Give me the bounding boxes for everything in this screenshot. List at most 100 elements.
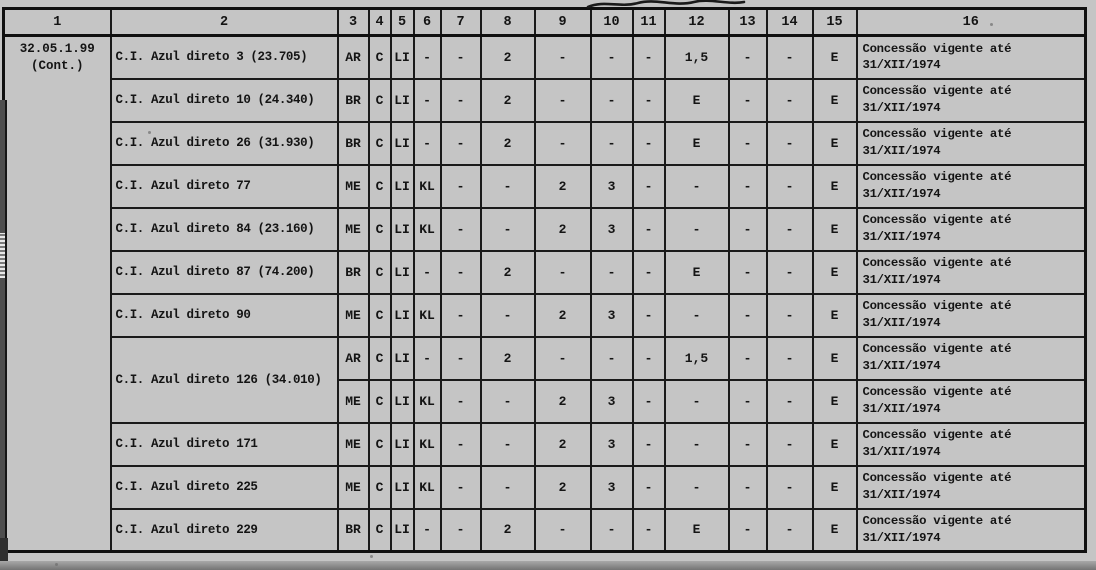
- value-cell: -: [439, 378, 482, 424]
- scan-noise: [148, 131, 151, 134]
- value-cell: -: [439, 163, 482, 209]
- value-cell: 2: [533, 421, 592, 467]
- value-cell: KL: [412, 206, 442, 252]
- scan-squiggle-mark: [586, 0, 746, 9]
- value-cell: KL: [412, 378, 442, 424]
- value-cell: KL: [412, 421, 442, 467]
- value-cell: -: [439, 421, 482, 467]
- value-cell: -: [765, 163, 814, 209]
- value-cell: LI: [389, 421, 415, 467]
- value-cell: LI: [389, 249, 415, 295]
- note-cell: Concessão vigente até 31/XII/1974: [855, 34, 1087, 80]
- value-cell: -: [439, 120, 482, 166]
- scan-corner-artifact: [0, 538, 8, 570]
- value-cell: -: [412, 120, 442, 166]
- note-line: Concessão vigente até: [862, 299, 1012, 314]
- dye-name-cell: C.I. Azul direto 87 (74.200): [109, 249, 339, 295]
- column-header-1: 1: [2, 7, 112, 37]
- value-cell: BR: [336, 507, 370, 553]
- value-cell: E: [811, 206, 858, 252]
- column-header-14: 14: [765, 7, 814, 37]
- note-line: 31/XII/1974: [862, 359, 941, 373]
- value-cell: C: [367, 464, 392, 510]
- column-header-4: 4: [367, 7, 392, 37]
- value-cell: -: [631, 335, 666, 381]
- value-cell: ME: [336, 163, 370, 209]
- value-cell: -: [631, 507, 666, 553]
- value-cell: -: [533, 335, 592, 381]
- value-cell: -: [479, 163, 536, 209]
- value-cell: E: [663, 249, 730, 295]
- value-cell: 2: [479, 335, 536, 381]
- column-header-9: 9: [533, 7, 592, 37]
- scan-hatch-artifact: [0, 233, 5, 278]
- value-cell: -: [589, 34, 634, 80]
- value-cell: E: [811, 163, 858, 209]
- column-header-6: 6: [412, 7, 442, 37]
- value-cell: -: [439, 507, 482, 553]
- value-cell: E: [663, 77, 730, 123]
- note-cell: Concessão vigente até 31/XII/1974: [855, 378, 1087, 424]
- value-cell: -: [479, 206, 536, 252]
- value-cell: LI: [389, 206, 415, 252]
- note-cell: Concessão vigente até 31/XII/1974: [855, 335, 1087, 381]
- value-cell: -: [727, 34, 768, 80]
- dye-name-cell: C.I. Azul direto 126 (34.010): [109, 335, 339, 424]
- value-cell: -: [533, 34, 592, 80]
- value-cell: C: [367, 163, 392, 209]
- value-cell: 2: [533, 464, 592, 510]
- value-cell: -: [663, 206, 730, 252]
- table-row: C.I. Azul direto 10 (24.340) BR C LI - -2- - - E…: [4, 77, 1087, 123]
- value-cell: 3: [589, 163, 634, 209]
- value-cell: -: [631, 120, 666, 166]
- table-row: ME C LI KL - -2 3- - - - E Concessão vigente até 31/…: [4, 378, 1087, 424]
- note-cell: Concessão vigente até 31/XII/1974: [855, 163, 1087, 209]
- value-cell: 2: [533, 292, 592, 338]
- value-cell: -: [631, 34, 666, 80]
- note-line: 31/XII/1974: [862, 101, 941, 115]
- value-cell: AR: [336, 335, 370, 381]
- note-line: 31/XII/1974: [862, 488, 941, 502]
- note-line: Concessão vigente até: [862, 213, 1012, 228]
- value-cell: KL: [412, 464, 442, 510]
- dye-name-cell: C.I. Azul direto 229: [109, 507, 339, 553]
- value-cell: ME: [336, 206, 370, 252]
- value-cell: 2: [479, 34, 536, 80]
- value-cell: E: [663, 120, 730, 166]
- value-cell: E: [811, 120, 858, 166]
- value-cell: 2: [533, 163, 592, 209]
- scan-noise: [370, 555, 373, 558]
- value-cell: -: [631, 249, 666, 295]
- value-cell: -: [765, 464, 814, 510]
- value-cell: ME: [336, 421, 370, 467]
- value-cell: C: [367, 77, 392, 123]
- value-cell: E: [811, 249, 858, 295]
- column-header-7: 7: [439, 7, 482, 37]
- value-cell: -: [412, 34, 442, 80]
- column-header-3: 3: [336, 7, 370, 37]
- value-cell: E: [663, 507, 730, 553]
- value-cell: 3: [589, 378, 634, 424]
- value-cell: -: [533, 507, 592, 553]
- value-cell: -: [533, 120, 592, 166]
- note-line: Concessão vigente até: [862, 41, 1012, 56]
- value-cell: 2: [479, 120, 536, 166]
- note-line: Concessão vigente até: [862, 127, 1012, 142]
- value-cell: -: [479, 378, 536, 424]
- column-header-13: 13: [727, 7, 768, 37]
- value-cell: -: [727, 421, 768, 467]
- value-cell: C: [367, 292, 392, 338]
- scan-noise: [55, 563, 58, 566]
- note-line: Concessão vigente até: [862, 428, 1012, 443]
- scan-bottom-band: [0, 561, 1096, 570]
- table-row: 32.05.1.99 (Cont.) C.I. Azul direto 3 (23.…: [2, 34, 1087, 553]
- value-cell: -: [727, 378, 768, 424]
- value-cell: 1,5: [663, 335, 730, 381]
- column-header-11: 11: [631, 7, 666, 37]
- table-row: C.I. Azul direto 26 (31.930) BR C LI - -2- - - E…: [4, 120, 1087, 166]
- value-cell: -: [631, 421, 666, 467]
- note-cell: Concessão vigente até 31/XII/1974: [855, 507, 1087, 553]
- value-cell: -: [765, 249, 814, 295]
- value-cell: -: [631, 163, 666, 209]
- value-cell: -: [479, 292, 536, 338]
